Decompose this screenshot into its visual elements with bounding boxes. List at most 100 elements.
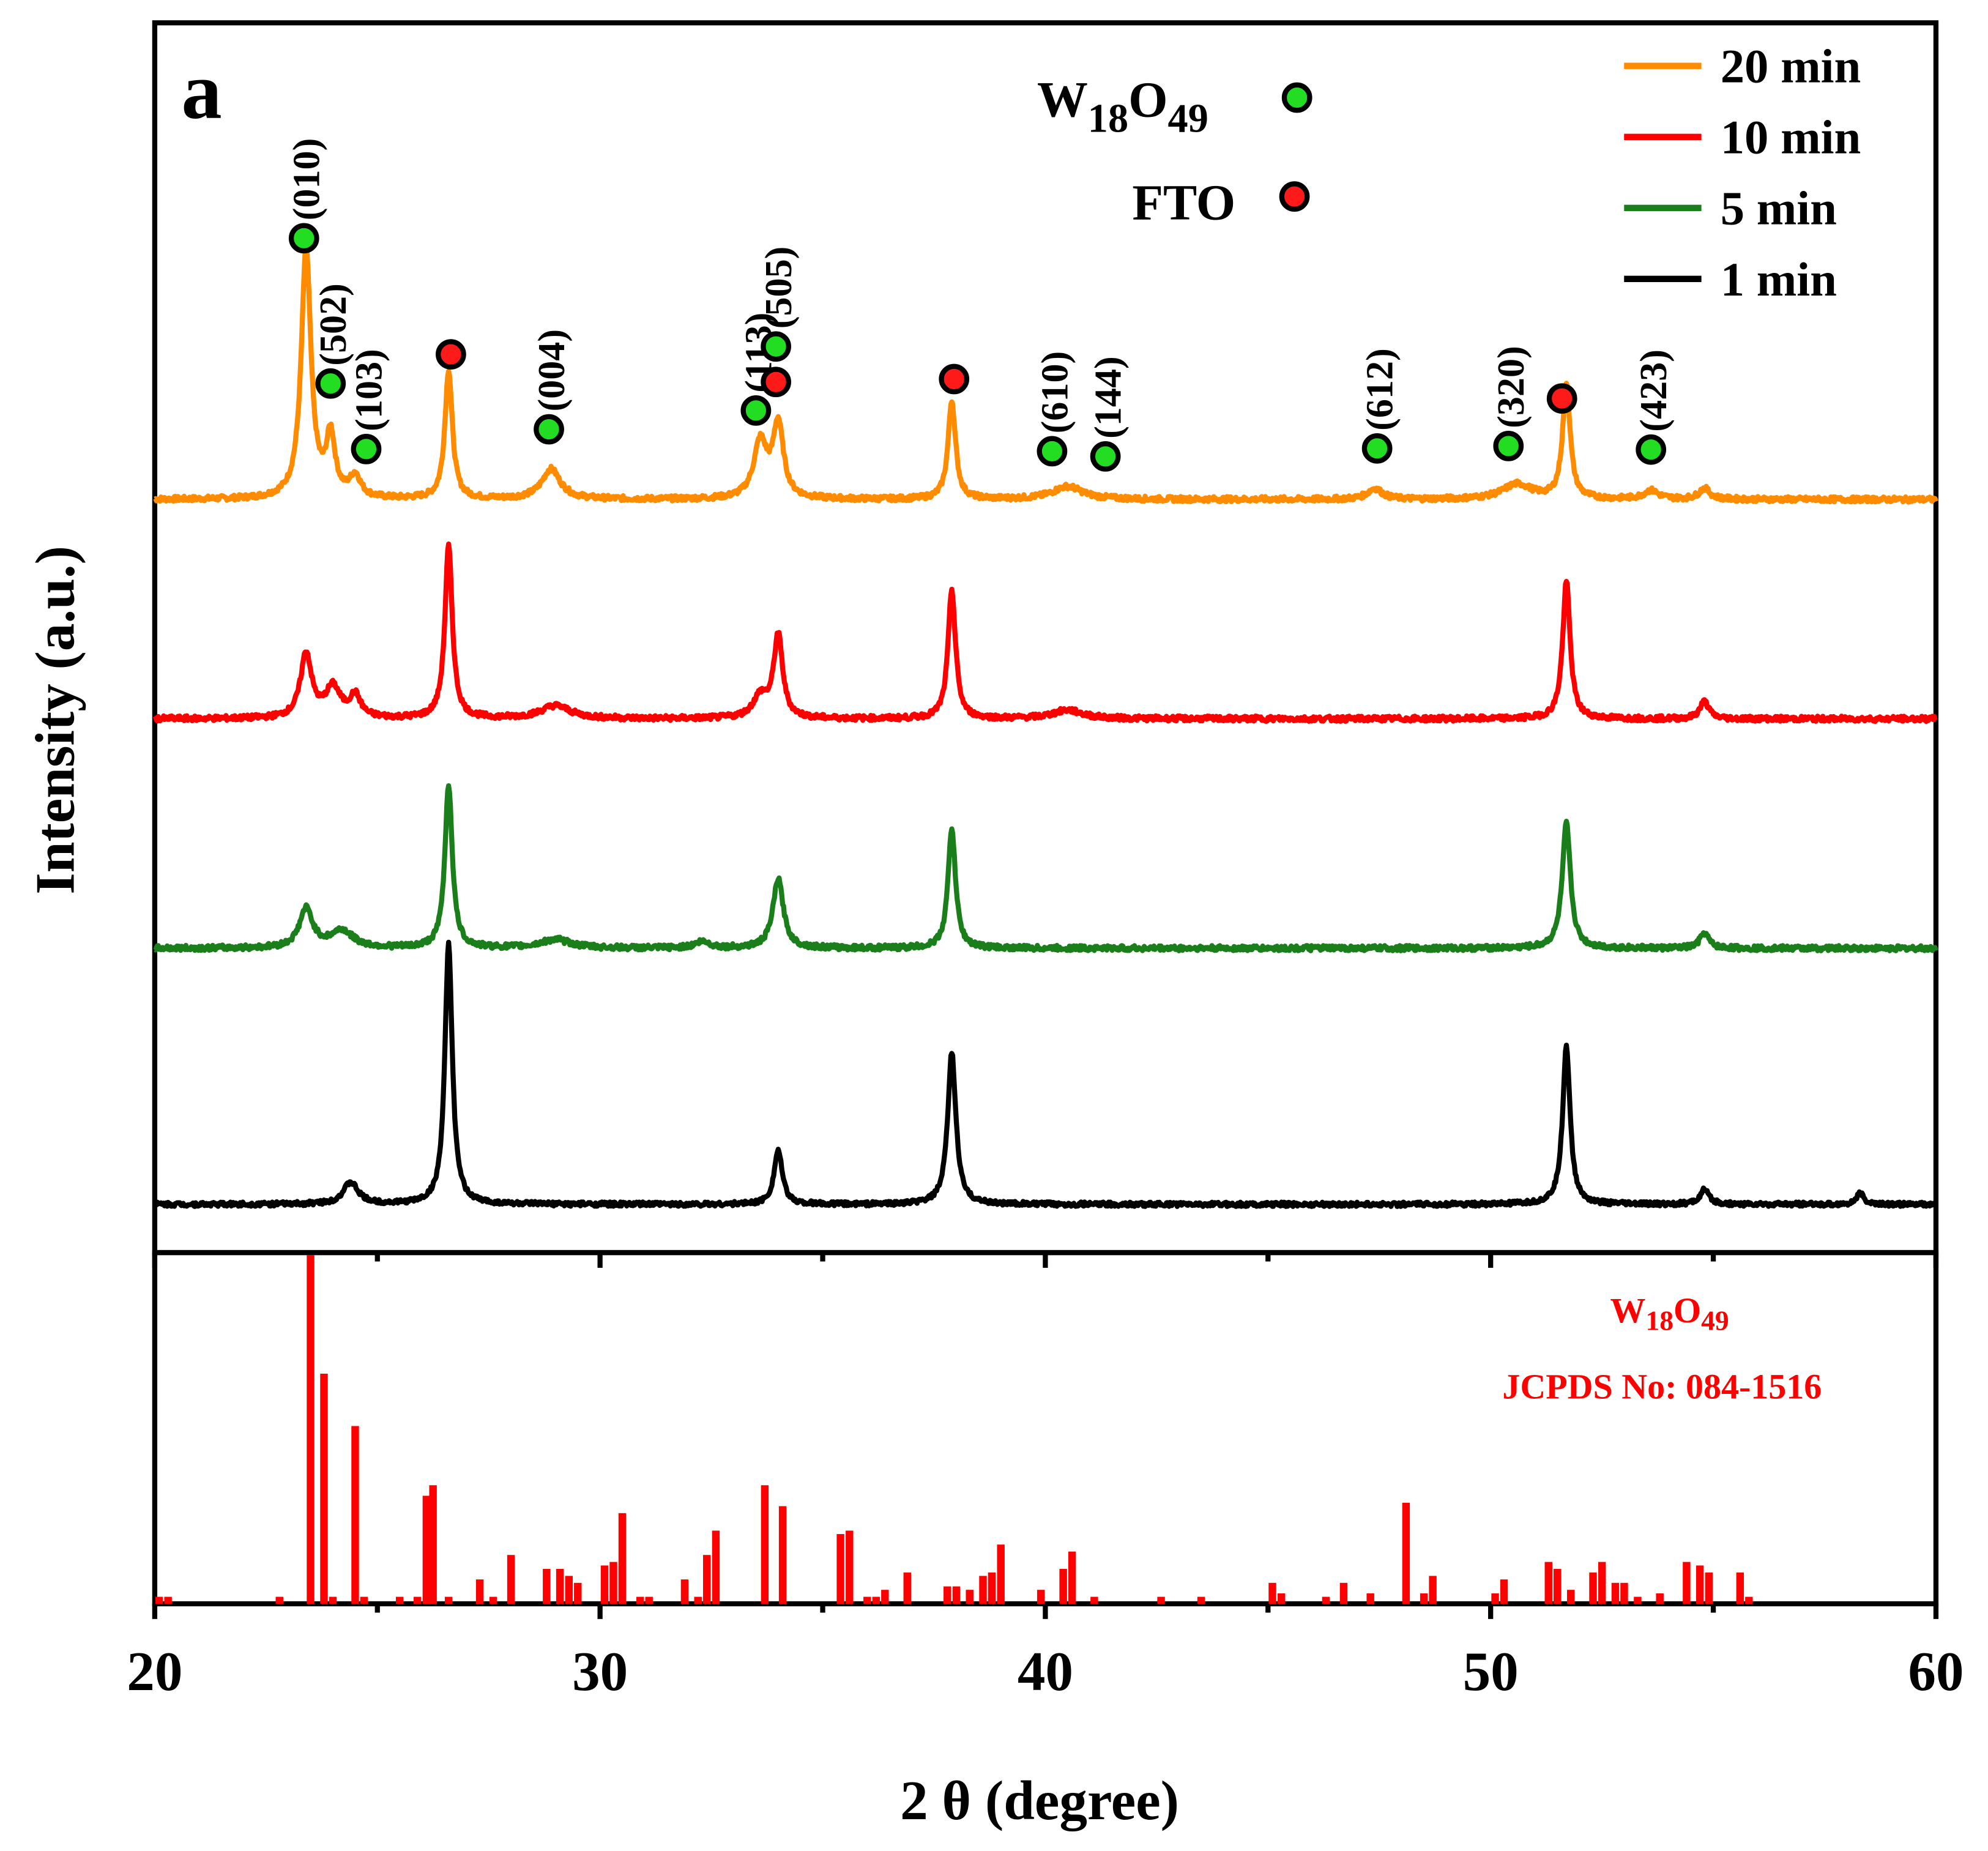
reference-bar (155, 1596, 163, 1604)
reference-bar (846, 1530, 854, 1604)
reference-bar (507, 1555, 515, 1604)
reference-bar (636, 1596, 644, 1604)
reference-bar (543, 1568, 551, 1604)
miller-index-label: (144) (1087, 356, 1129, 439)
reference-bar (1696, 1565, 1704, 1604)
reference-bar (1634, 1596, 1642, 1604)
reference-bar (1656, 1593, 1664, 1604)
reference-bar (1059, 1568, 1067, 1604)
miller-index-label: (004) (531, 329, 573, 412)
w18o49-marker (1037, 436, 1068, 467)
reference-bar (413, 1596, 422, 1604)
reference-bar (966, 1590, 974, 1604)
reference-bar (320, 1373, 328, 1604)
reference-bar (1277, 1593, 1286, 1604)
reference-bar (979, 1576, 987, 1604)
x-tick-label: 20 (127, 1641, 182, 1702)
w18o49-sub-18: 18 (1088, 96, 1128, 141)
series-line-20-min (153, 241, 1938, 505)
w18o49-marker (288, 223, 319, 254)
miller-index-label: (103) (348, 349, 390, 431)
w18o49-w: W (1037, 72, 1088, 128)
reference-bar (444, 1596, 453, 1604)
x-tick-label: 30 (572, 1641, 628, 1702)
reference-bar (702, 1555, 711, 1604)
reference-bar (329, 1596, 337, 1604)
reference-bar (360, 1596, 368, 1604)
reference-bar (1366, 1593, 1374, 1604)
reference-bar (997, 1544, 1005, 1604)
w18o49-marker (1636, 434, 1667, 465)
reference-bar (881, 1590, 889, 1604)
w18o49-marker (1493, 431, 1524, 461)
w18o49-marker (1090, 441, 1121, 472)
reference-bar (395, 1596, 404, 1604)
reference-bar (1611, 1582, 1620, 1604)
reference-jcpds-label: JCPDS No: 084-1516 (1502, 1366, 1822, 1406)
reference-bar (1554, 1568, 1562, 1604)
reference-bar (1736, 1572, 1744, 1604)
reference-bar (903, 1572, 911, 1604)
legend-label-20-min: 20 min (1721, 40, 1861, 94)
reference-bar (565, 1576, 573, 1604)
reference-bar (1420, 1593, 1428, 1604)
series-line-10-min (152, 541, 1938, 724)
fto-marker (939, 363, 970, 395)
reference-bar (429, 1485, 437, 1604)
reference-bar (1491, 1593, 1499, 1604)
reference-bar (574, 1582, 582, 1604)
reference-bar (1402, 1502, 1410, 1604)
w18o49-marker (1361, 433, 1393, 464)
reference-bar (1745, 1596, 1753, 1604)
reference-bar (275, 1596, 283, 1604)
reference-bar (952, 1586, 961, 1604)
miller-index-label: (423) (1633, 349, 1675, 432)
y-axis-title: Intensity (a.u.) (24, 546, 86, 895)
w18o49-marker (315, 368, 346, 399)
reference-bar (1037, 1590, 1045, 1604)
reference-bar (1620, 1582, 1628, 1604)
marker-legend-w18o49-label: W18O49 (1037, 72, 1208, 141)
reference-bar (1068, 1551, 1076, 1604)
reference-bar (1683, 1562, 1691, 1604)
reference-bar (1589, 1572, 1597, 1604)
x-tick-label: 60 (1908, 1641, 1964, 1702)
marker-legend-fto-label: FTO (1132, 174, 1235, 230)
miller-index-label: (502) (313, 283, 354, 366)
reference-bars (155, 1255, 1753, 1604)
reference-bar (988, 1572, 996, 1604)
reference-bar (1197, 1596, 1205, 1604)
w18o49-marker (534, 414, 564, 445)
panel-letter: a (181, 46, 222, 136)
reference-bar (1429, 1576, 1437, 1604)
legend-label-10-min: 10 min (1721, 111, 1861, 165)
w18o49-sub-49: 49 (1168, 96, 1208, 141)
reference-bar (761, 1485, 769, 1604)
fto-marker (761, 367, 791, 398)
miller-index-label: (010) (286, 138, 328, 221)
reference-bar (489, 1596, 497, 1604)
reference-bar (712, 1530, 720, 1604)
miller-index-label: (505) (758, 247, 800, 329)
miller-index-label: (320) (1491, 346, 1532, 428)
series-line-5-min (153, 783, 1938, 953)
ref-w: W (1610, 1290, 1645, 1330)
reference-bar (680, 1579, 689, 1604)
w18o49-marker (761, 331, 791, 362)
reference-bar (872, 1596, 880, 1604)
legend-label-1-min: 1 min (1721, 253, 1837, 307)
w18o49-marker (740, 395, 772, 426)
marker-legend-w18o49-dot (1281, 82, 1312, 113)
x-tick-label: 40 (1018, 1641, 1073, 1702)
series-legend: 20 min 10 min 5 min 1 min (1624, 40, 1861, 307)
reference-bar (609, 1562, 617, 1604)
marker-legend-fto-dot (1279, 181, 1310, 212)
miller-index-label: (610) (1034, 351, 1076, 434)
reference-bar (1339, 1582, 1348, 1604)
ref-sub-18: 18 (1645, 1305, 1673, 1336)
x-ticks: 20 30 40 50 60 (127, 1253, 1964, 1702)
x-axis-title: 2 θ (degree) (900, 1770, 1179, 1831)
reference-bar (863, 1596, 871, 1604)
reference-bar (600, 1565, 609, 1604)
